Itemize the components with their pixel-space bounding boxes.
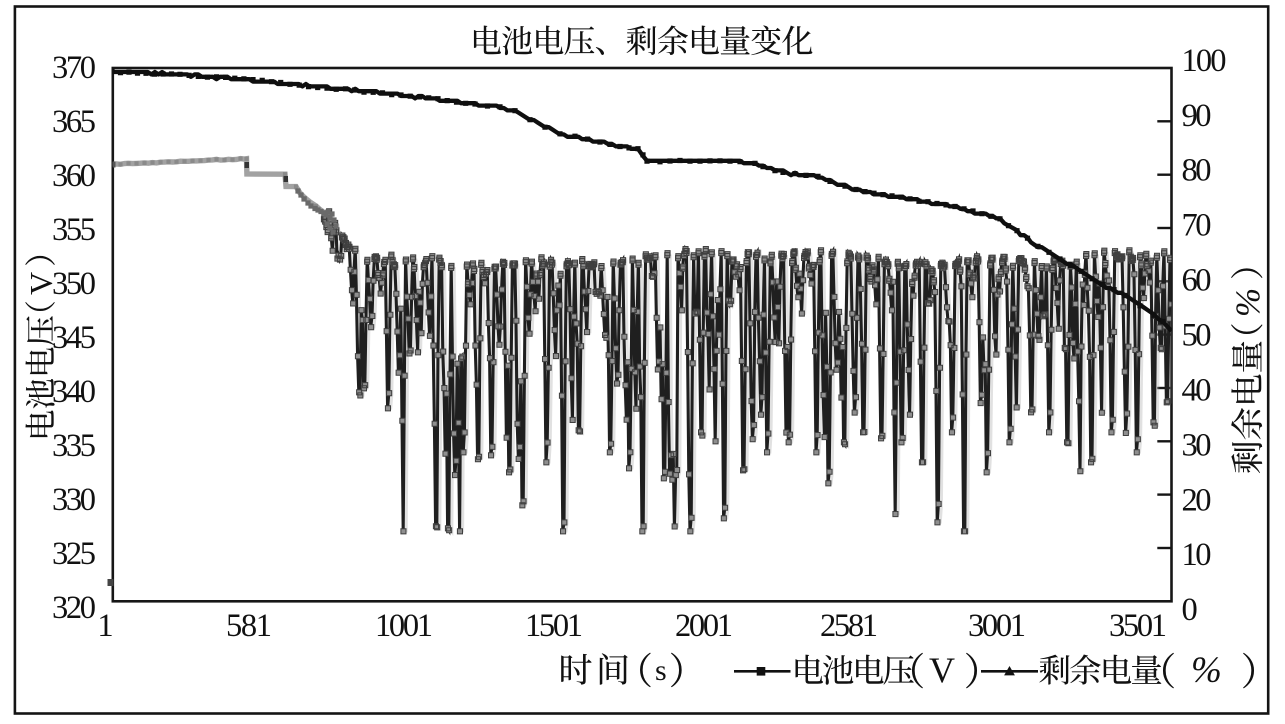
svg-text:0: 0 xyxy=(1182,592,1198,628)
svg-text:70: 70 xyxy=(1182,208,1212,244)
svg-text:20: 20 xyxy=(1182,482,1212,518)
svg-text:40: 40 xyxy=(1182,372,1212,408)
svg-text:355: 355 xyxy=(52,212,96,248)
svg-text:581: 581 xyxy=(226,608,272,644)
svg-text:100: 100 xyxy=(1182,43,1227,79)
svg-text:335: 335 xyxy=(52,428,96,464)
svg-text:3501: 3501 xyxy=(1109,608,1167,644)
svg-text:60: 60 xyxy=(1182,263,1212,299)
svg-text:320: 320 xyxy=(52,590,96,626)
svg-text:V: V xyxy=(929,650,955,690)
svg-text:325: 325 xyxy=(52,536,96,572)
svg-text:30: 30 xyxy=(1182,427,1212,463)
svg-text:1001: 1001 xyxy=(375,608,433,644)
svg-text:50: 50 xyxy=(1182,318,1212,354)
svg-text:360: 360 xyxy=(52,158,96,194)
svg-text:345: 345 xyxy=(52,320,96,356)
svg-text:90: 90 xyxy=(1182,98,1212,134)
svg-text:2581: 2581 xyxy=(820,608,878,644)
svg-text:350: 350 xyxy=(52,266,96,302)
svg-text:370: 370 xyxy=(52,50,96,86)
svg-text:10: 10 xyxy=(1182,537,1212,573)
svg-text:340: 340 xyxy=(52,374,96,410)
svg-text:1501: 1501 xyxy=(525,608,583,644)
svg-text:2001: 2001 xyxy=(675,608,733,644)
svg-text:330: 330 xyxy=(52,482,96,518)
svg-text:365: 365 xyxy=(52,104,96,140)
svg-text:s: s xyxy=(655,654,667,687)
svg-text:3001: 3001 xyxy=(968,608,1026,644)
svg-text:%: % xyxy=(1191,650,1222,691)
svg-text:1: 1 xyxy=(97,608,113,644)
svg-text:V: V xyxy=(23,272,59,295)
svg-text:80: 80 xyxy=(1182,153,1212,189)
svg-text:%: % xyxy=(1229,288,1268,317)
